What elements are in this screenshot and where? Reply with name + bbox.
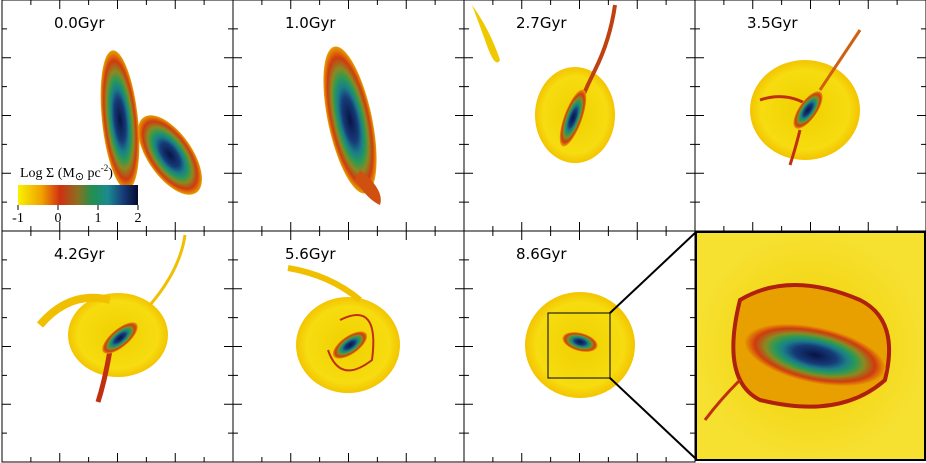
tail (36, 293, 111, 328)
colorbar-tick-label: -1 (12, 211, 24, 226)
galaxy (138, 115, 202, 195)
panel-label: 1.0Gyr (285, 14, 336, 32)
tail (95, 349, 113, 403)
zoom-box (547, 312, 611, 379)
galaxy (744, 323, 886, 387)
panel-label: 8.6Gyr (516, 245, 567, 263)
panel-label: 3.5Gyr (747, 14, 798, 32)
panel-2 (472, 4, 617, 163)
colorbar-tick-label: 0 (55, 211, 62, 226)
panel-6 (525, 232, 696, 459)
arm (327, 314, 375, 372)
zoom-line (609, 232, 696, 314)
panel-5 (287, 265, 400, 393)
panel-zoom (695, 231, 926, 461)
tail (472, 5, 500, 63)
colorbar-tick-label: 2 (135, 211, 142, 226)
tail (148, 234, 187, 306)
panel-label: 5.6Gyr (285, 245, 336, 263)
galaxy (793, 91, 823, 129)
galaxy (559, 89, 587, 147)
zoom-line (609, 377, 696, 459)
panel-3 (750, 29, 862, 166)
galaxy (102, 322, 138, 354)
tail (287, 265, 362, 303)
tail (703, 378, 742, 421)
panel-label: 0.0Gyr (54, 14, 105, 32)
panel-1 (323, 46, 381, 205)
colorbar-tick-label: 1 (95, 211, 102, 226)
panel-label: 4.2Gyr (54, 245, 105, 263)
colorbar-label: Log Σ (M⊙ pc-2) (20, 163, 113, 183)
galaxy (323, 46, 377, 194)
zoom-frame (695, 231, 926, 461)
galaxy (100, 50, 140, 190)
panel-0: Log Σ (M⊙ pc-2) -1 0 1 2 (12, 50, 202, 226)
tail (818, 29, 862, 91)
panel-4 (36, 234, 187, 403)
panel-label: 2.7Gyr (516, 14, 567, 32)
colorbar (18, 185, 138, 205)
galaxy (332, 331, 368, 359)
tail (355, 170, 381, 205)
galaxy (562, 332, 598, 352)
